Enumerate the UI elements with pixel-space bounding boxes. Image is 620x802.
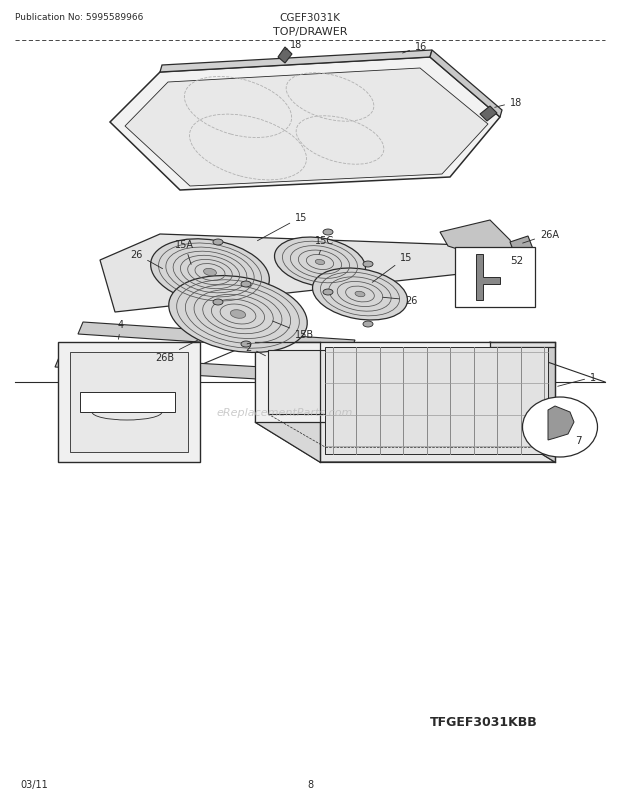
Polygon shape bbox=[160, 51, 432, 73]
Ellipse shape bbox=[363, 261, 373, 268]
Polygon shape bbox=[510, 237, 535, 261]
Polygon shape bbox=[480, 107, 497, 122]
Polygon shape bbox=[440, 221, 515, 263]
Bar bbox=[80, 392, 175, 412]
Text: 26: 26 bbox=[130, 249, 162, 269]
Text: 18: 18 bbox=[285, 40, 302, 51]
Text: 7: 7 bbox=[575, 435, 582, 445]
Polygon shape bbox=[325, 347, 548, 455]
Ellipse shape bbox=[355, 292, 365, 298]
Ellipse shape bbox=[275, 237, 366, 288]
Polygon shape bbox=[78, 322, 355, 353]
Text: 26A: 26A bbox=[523, 229, 559, 244]
Polygon shape bbox=[476, 255, 500, 301]
Text: 15: 15 bbox=[372, 253, 412, 283]
Text: TOP/DRAWER: TOP/DRAWER bbox=[273, 27, 347, 37]
Ellipse shape bbox=[151, 240, 269, 306]
Ellipse shape bbox=[316, 260, 325, 265]
Polygon shape bbox=[58, 342, 200, 463]
Text: 26B: 26B bbox=[155, 341, 198, 363]
Polygon shape bbox=[70, 353, 188, 452]
Polygon shape bbox=[100, 235, 520, 313]
Text: TFGEF3031KBB: TFGEF3031KBB bbox=[430, 715, 538, 728]
Polygon shape bbox=[278, 48, 292, 64]
Text: CGEF3031K: CGEF3031K bbox=[280, 13, 340, 23]
Text: Publication No: 5995589966: Publication No: 5995589966 bbox=[15, 14, 143, 22]
Text: 4: 4 bbox=[118, 320, 124, 340]
Ellipse shape bbox=[323, 229, 333, 236]
Ellipse shape bbox=[323, 290, 333, 296]
Text: 15C: 15C bbox=[315, 236, 334, 255]
Ellipse shape bbox=[363, 322, 373, 327]
Ellipse shape bbox=[523, 398, 598, 457]
Text: 26: 26 bbox=[383, 296, 417, 306]
Polygon shape bbox=[548, 407, 574, 440]
Ellipse shape bbox=[213, 300, 223, 306]
Ellipse shape bbox=[169, 276, 308, 353]
Ellipse shape bbox=[203, 269, 216, 276]
Text: 15B: 15B bbox=[273, 322, 314, 339]
Ellipse shape bbox=[241, 342, 251, 347]
Polygon shape bbox=[255, 423, 555, 463]
Text: 15: 15 bbox=[257, 213, 308, 241]
Polygon shape bbox=[110, 58, 500, 191]
Bar bbox=[455, 248, 535, 308]
Ellipse shape bbox=[231, 310, 246, 319]
Ellipse shape bbox=[241, 282, 251, 288]
Ellipse shape bbox=[312, 269, 407, 321]
Text: 15A: 15A bbox=[175, 240, 194, 265]
Text: 8: 8 bbox=[307, 779, 313, 789]
Text: 1: 1 bbox=[557, 373, 596, 387]
Ellipse shape bbox=[213, 240, 223, 245]
Text: 18: 18 bbox=[495, 98, 522, 108]
Polygon shape bbox=[255, 342, 555, 347]
Polygon shape bbox=[255, 342, 490, 423]
Text: 16: 16 bbox=[402, 42, 427, 54]
Polygon shape bbox=[268, 350, 478, 415]
Polygon shape bbox=[255, 342, 320, 463]
Text: 03/11: 03/11 bbox=[20, 779, 48, 789]
Polygon shape bbox=[490, 342, 555, 463]
Polygon shape bbox=[430, 51, 502, 118]
Text: 52: 52 bbox=[510, 256, 523, 265]
Polygon shape bbox=[125, 69, 488, 187]
Text: eReplacementParts.com: eReplacementParts.com bbox=[217, 407, 353, 418]
Polygon shape bbox=[55, 355, 380, 387]
Text: 2: 2 bbox=[245, 342, 265, 356]
